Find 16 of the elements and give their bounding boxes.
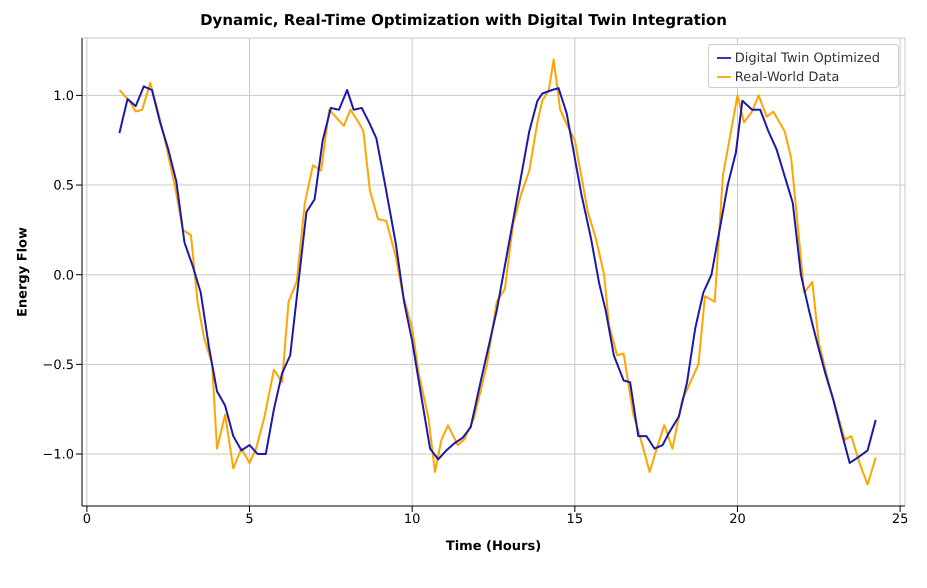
legend-label: Digital Twin Optimized [734, 51, 880, 66]
x-tick-label: 15 [566, 512, 584, 528]
x-tick-label: 5 [245, 512, 254, 528]
x-tick-label: 10 [404, 512, 420, 528]
y-tick-label: 1.0 [53, 88, 74, 104]
y-axis-title: Energy Flow [16, 227, 31, 317]
legend-label: Real-World Data [734, 70, 840, 85]
x-tick-label: 0 [82, 512, 92, 528]
y-tick-label: −0.5 [42, 358, 74, 373]
y-tick-label: 0.0 [53, 268, 74, 284]
x-tick-label: 20 [729, 512, 746, 528]
chart-title: Dynamic, Real-Time Optimization with Digital Twin Integration [199, 10, 728, 31]
y-tick-label: −1.0 [42, 448, 74, 463]
x-tick-label: 25 [892, 512, 908, 528]
y-tick-label: 0.5 [53, 178, 74, 194]
x-axis-title: Time (Hours) [446, 539, 542, 554]
